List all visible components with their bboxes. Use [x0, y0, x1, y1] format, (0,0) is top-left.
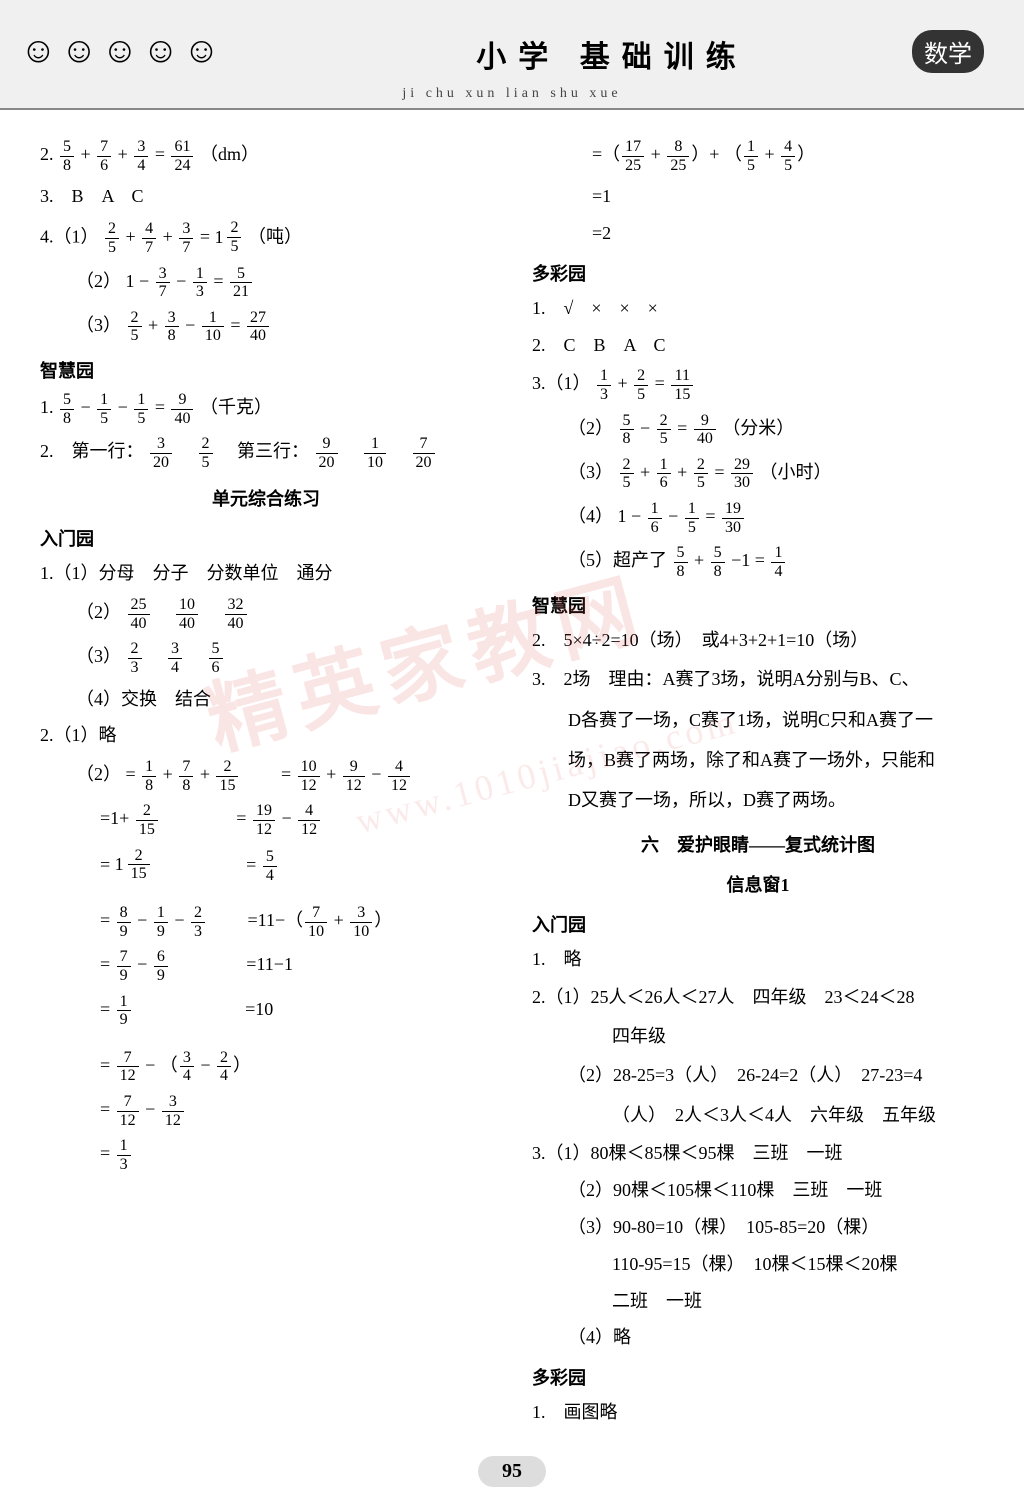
rumen-2-4a: = 712 − （34 − 24）	[40, 1049, 492, 1085]
stat-2a: 2.（1）25人＜26人＜27人 四年级 23＜24＜28	[532, 981, 984, 1013]
item-4-3: （3） 25 + 38 − 110 = 2740	[40, 309, 492, 345]
zhihui-r-3d: D又赛了一场，所以，D赛了两场。	[532, 784, 984, 816]
duocai2-title: 多彩园	[532, 1364, 984, 1390]
page-header: ☺☺☺☺☺ 小学 基础训练 ji chu xun lian shu xue 数学	[0, 0, 1024, 110]
item-3: 3. B A C	[40, 182, 492, 211]
rumen-2-3b: = 79 − 69 =11−1	[40, 948, 492, 984]
stat-2b: （2）28-25=3（人） 26-24=2（人） 27-23=4	[532, 1059, 984, 1091]
duocai-3-3: （3） 25 + 16 + 25 = 2930 （小时）	[532, 456, 984, 492]
rumen-2-2c: = 1215 = 54	[40, 847, 492, 885]
rumen-title: 入门园	[40, 525, 492, 551]
stat-3b: （2）90棵＜105棵＜110棵 三班 一班	[532, 1176, 984, 1205]
duocai-3-2: （2） 58 − 25 = 940 （分米）	[532, 412, 984, 448]
stat-3c3: 二班 一班	[532, 1287, 984, 1316]
stat-3a: 3.（1）80棵＜85棵＜95棵 三班 一班	[532, 1139, 984, 1168]
page-content: 2. 58 + 76 + 34 = 6124 （dm） 3. B A C 4.（…	[0, 110, 1024, 1455]
zhihui-title-r: 智慧园	[532, 592, 984, 618]
stat-2a2: 四年级	[532, 1022, 984, 1051]
zhihui-2: 2. 第一行： 320 25 第三行： 920 110 720	[40, 435, 492, 471]
rumen-1-4: （4）交换 结合	[40, 685, 492, 714]
top-eq: =（1725 + 825）+ （15 + 45）	[532, 138, 984, 174]
stat-2b2: （人） 2人＜3人＜4人 六年级 五年级	[532, 1099, 984, 1131]
duocai-title: 多彩园	[532, 260, 984, 286]
rumen-1-3: （3） 23 34 56	[40, 640, 492, 676]
header-decoration: ☺☺☺☺☺	[20, 15, 320, 85]
stat-1: 1. 略	[532, 945, 984, 974]
duocai2-1: 1. 画图略	[532, 1398, 984, 1427]
item-2: 2. 58 + 76 + 34 = 6124 （dm）	[40, 138, 492, 174]
item-4-1: 4.（1） 25 + 47 + 37 = 125 （吨）	[40, 219, 492, 257]
stat-3c2: 110-95=15（棵） 10棵＜15棵＜20棵	[532, 1250, 984, 1279]
stat-3d: （4）略	[532, 1323, 984, 1352]
unit-title: 单元综合练习	[40, 485, 492, 511]
rumen-2-1: 2.（1）略	[40, 721, 492, 750]
zhihui-r-3c: 场，B赛了两场，除了和A赛了一场外，只能和	[532, 744, 984, 776]
right-column: =（1725 + 825）+ （15 + 45） =1 =2 多彩园 1. √ …	[532, 130, 984, 1435]
top-eq2: =2	[532, 219, 984, 248]
chapter-6: 六 爱护眼睛——复式统计图	[532, 831, 984, 857]
header-title: 小学 基础训练	[476, 32, 748, 76]
zhihui-r-2: 2. 5×4÷2=10（场） 或4+3+2+1=10（场）	[532, 626, 984, 655]
duocai-3-5: （5）超产了 58 + 58 −1 = 14	[532, 544, 984, 580]
duocai-2: 2. C B A C	[532, 331, 984, 360]
left-column: 2. 58 + 76 + 34 = 6124 （dm） 3. B A C 4.（…	[40, 130, 492, 1435]
info-window-1: 信息窗1	[532, 871, 984, 897]
rumen-2-3a: = 89 − 19 − 23 =11−（710 + 310）	[40, 904, 492, 940]
rumen-title-r: 入门园	[532, 911, 984, 937]
stat-3c: （3）90-80=10（棵） 105-85=20（棵）	[532, 1213, 984, 1242]
top-eq1: =1	[532, 182, 984, 211]
header-badge: 数学	[912, 30, 984, 73]
item-4-2: （2） 1 − 37 − 13 = 521	[40, 265, 492, 301]
rumen-1-2: （2） 2540 1040 3240	[40, 596, 492, 632]
rumen-2-3c: = 19 =10	[40, 993, 492, 1029]
duocai-3-4: （4） 1 − 16 − 15 = 1930	[532, 500, 984, 536]
zhihui-r-3b: D各赛了一场，C赛了1场，说明C只和A赛了一	[532, 704, 984, 736]
rumen-1-1: 1.（1）分母 分子 分数单位 通分	[40, 559, 492, 588]
duocai-3-1: 3.（1） 13 + 25 = 1115	[532, 367, 984, 403]
zhihui-title: 智慧园	[40, 357, 492, 383]
rumen-2-4b: = 712 − 312	[40, 1093, 492, 1129]
header-subtitle: ji chu xun lian shu xue	[402, 86, 621, 102]
zhihui-r-3a: 3. 2场 理由：A赛了3场，说明A分别与B、C、	[532, 663, 984, 695]
rumen-2-2b: =1+ 215 = 1912 − 412	[40, 802, 492, 838]
zhihui-1: 1. 58 − 15 − 15 = 940 （千克）	[40, 391, 492, 427]
duocai-1: 1. √ × × ×	[532, 294, 984, 323]
rumen-2-2: （2） = 18 + 78 + 215 = 1012 + 912 − 412	[40, 758, 492, 794]
page-number: 95	[478, 1456, 546, 1487]
rumen-2-4c: = 13	[40, 1137, 492, 1173]
